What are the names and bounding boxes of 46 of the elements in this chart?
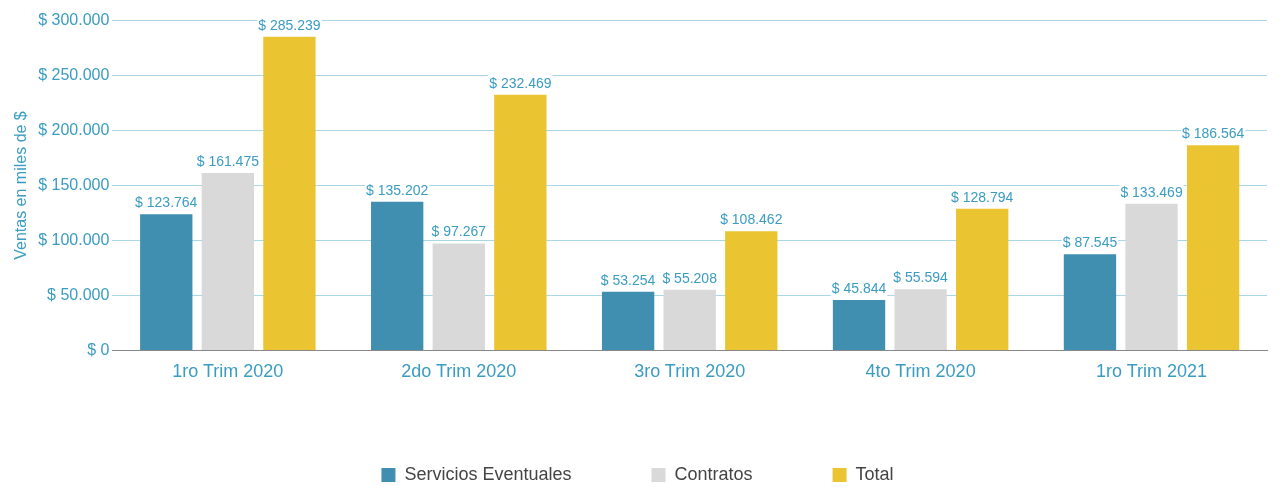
data-label: $ 128.794	[951, 188, 1014, 205]
bar	[1186, 145, 1240, 350]
bar	[1125, 203, 1178, 350]
data-label: $ 123.764	[135, 194, 198, 211]
bar	[832, 300, 886, 350]
data-label: $ 133.469	[1120, 183, 1183, 200]
bar	[601, 291, 655, 350]
data-label: $ 97.267	[431, 223, 487, 240]
data-label: $ 55.208	[662, 269, 718, 286]
bar	[201, 172, 255, 350]
data-label: $ 87.545	[1062, 234, 1118, 251]
legend-label: Contratos	[674, 463, 753, 484]
y-axis-title: Ventas en miles de $	[12, 111, 30, 260]
bar	[725, 231, 778, 350]
data-label: $ 285.239	[258, 16, 321, 33]
y-tick-label: $ 250.000	[38, 65, 110, 83]
data-label: $ 53.254	[600, 271, 656, 288]
x-tick-label: 3ro Trim 2020	[634, 361, 746, 382]
bar	[663, 289, 716, 350]
bar	[263, 36, 316, 350]
legend-label: Servicios Eventuales	[404, 463, 572, 484]
data-label: $ 55.594	[893, 269, 949, 286]
legend-label: Total	[855, 463, 894, 484]
bar	[1063, 254, 1117, 350]
data-label: $ 135.202	[366, 181, 429, 198]
x-tick-label: 1ro Trim 2020	[172, 361, 284, 382]
y-tick-label: $ 200.000	[38, 120, 110, 138]
y-tick-label: $ 0	[87, 340, 110, 358]
x-tick-label: 2do Trim 2020	[401, 361, 517, 382]
x-tick-label: 4to Trim 2020	[865, 361, 976, 382]
bar	[494, 94, 547, 350]
data-label: $ 186.564	[1181, 125, 1245, 142]
bar	[140, 214, 193, 350]
y-tick-label: $ 150.000	[38, 175, 110, 193]
bar	[371, 201, 424, 350]
data-label: $ 161.475	[196, 152, 260, 169]
bar	[956, 208, 1009, 350]
data-label: $ 232.469	[489, 74, 552, 91]
data-label: $ 108.462	[720, 211, 783, 228]
bar	[432, 243, 485, 350]
y-tick-label: $ 300.000	[38, 11, 110, 29]
y-tick-label: $ 100.000	[38, 230, 110, 248]
x-tick-label: 1ro Trim 2021	[1096, 361, 1208, 382]
data-label: $ 45.844	[831, 279, 887, 296]
bar	[894, 289, 947, 350]
y-tick-label: $ 50.000	[47, 285, 110, 303]
